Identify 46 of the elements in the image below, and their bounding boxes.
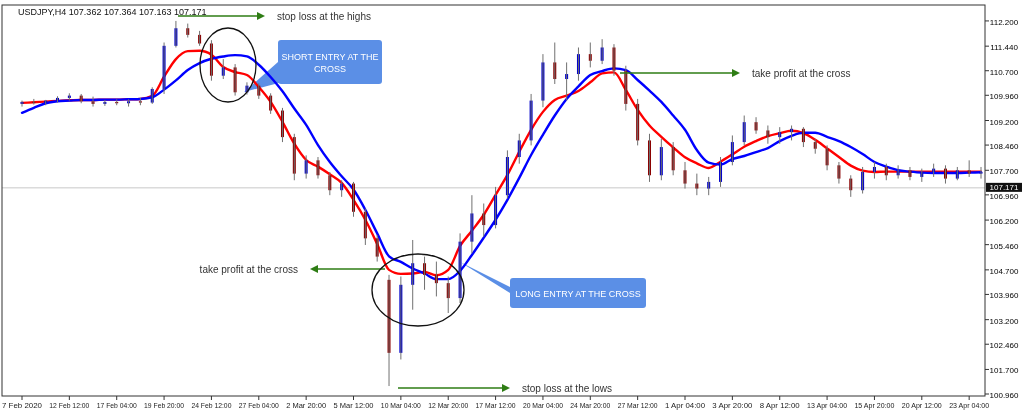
y-tick-label: 109.200	[989, 117, 1020, 127]
annotation: LONG ENTRY AT THE CROSS	[515, 288, 641, 299]
x-tick-label: 7 Feb 2020	[2, 401, 43, 410]
annotation: take profit at the cross	[752, 67, 851, 79]
y-tick-label: 109.960	[989, 92, 1020, 102]
y-tick-label: 100.960	[989, 391, 1020, 401]
x-tick-label: 17 Mar 12:00	[475, 401, 523, 410]
x-tick-label: 2 Mar 20:00	[286, 401, 329, 410]
x-tick-label: 17 Feb 04:00	[96, 401, 144, 410]
annotation: stop loss at the highs	[277, 10, 371, 22]
x-tick-label: 20 Mar 04:00	[522, 401, 571, 410]
x-tick-label: 13 Apr 04:00	[807, 401, 853, 410]
annotation: take profit at the cross	[199, 263, 298, 275]
annotation: stop loss at the lows	[522, 382, 613, 394]
y-tick-label: 108.460	[989, 142, 1020, 152]
x-tick-label: 1 Apr 04:00	[665, 401, 706, 410]
x-tick-label: 24 Feb 12:00	[191, 401, 239, 410]
x-tick-label: 20 Apr 12:00	[901, 401, 948, 410]
x-tick-label: 10 Mar 04:00	[380, 401, 428, 410]
annotation: SHORT ENTRY AT THE CROSS	[281, 51, 379, 74]
x-tick-label: 3 Apr 20:00	[712, 401, 754, 410]
y-tick-label: 103.200	[989, 316, 1020, 326]
y-tick-label: 101.700	[989, 366, 1020, 376]
candlestick	[138, 97, 142, 106]
y-tick-label: 107.700	[989, 167, 1020, 177]
y-tick-label: 105.460	[989, 241, 1020, 251]
y-tick-label: 112.200	[989, 17, 1019, 27]
x-tick-label: 12 Feb 12:00	[49, 401, 97, 410]
x-tick-label: 12 Mar 20:00	[428, 401, 476, 410]
y-tick-label: 104.700	[989, 266, 1020, 276]
y-tick-label: 111.440	[990, 43, 1019, 53]
y-tick-label: 106.200	[989, 217, 1020, 227]
x-tick-label: 23 Apr 04:00	[949, 401, 995, 410]
x-tick-label: 5 Mar 12:00	[333, 401, 377, 410]
x-tick-label: 8 Apr 12:00	[759, 401, 801, 410]
ref-line-label: 107.171	[989, 183, 1020, 193]
x-tick-label: 19 Feb 20:00	[144, 401, 192, 410]
y-tick-label: 103.960	[989, 291, 1020, 301]
x-tick-label: 27 Feb 04:00	[238, 401, 286, 410]
x-tick-label: 24 Mar 20:00	[570, 401, 618, 410]
y-tick-label: 106.960	[989, 191, 1020, 201]
y-tick-label: 102.460	[989, 341, 1020, 351]
y-tick-label: 110.700	[989, 67, 1019, 77]
x-tick-label: 15 Apr 20:00	[854, 401, 900, 410]
x-tick-label: 27 Mar 12:00	[617, 401, 665, 410]
chart-title: USDJPY,H4 107.362 107.364 107.163 107.171	[18, 7, 207, 17]
